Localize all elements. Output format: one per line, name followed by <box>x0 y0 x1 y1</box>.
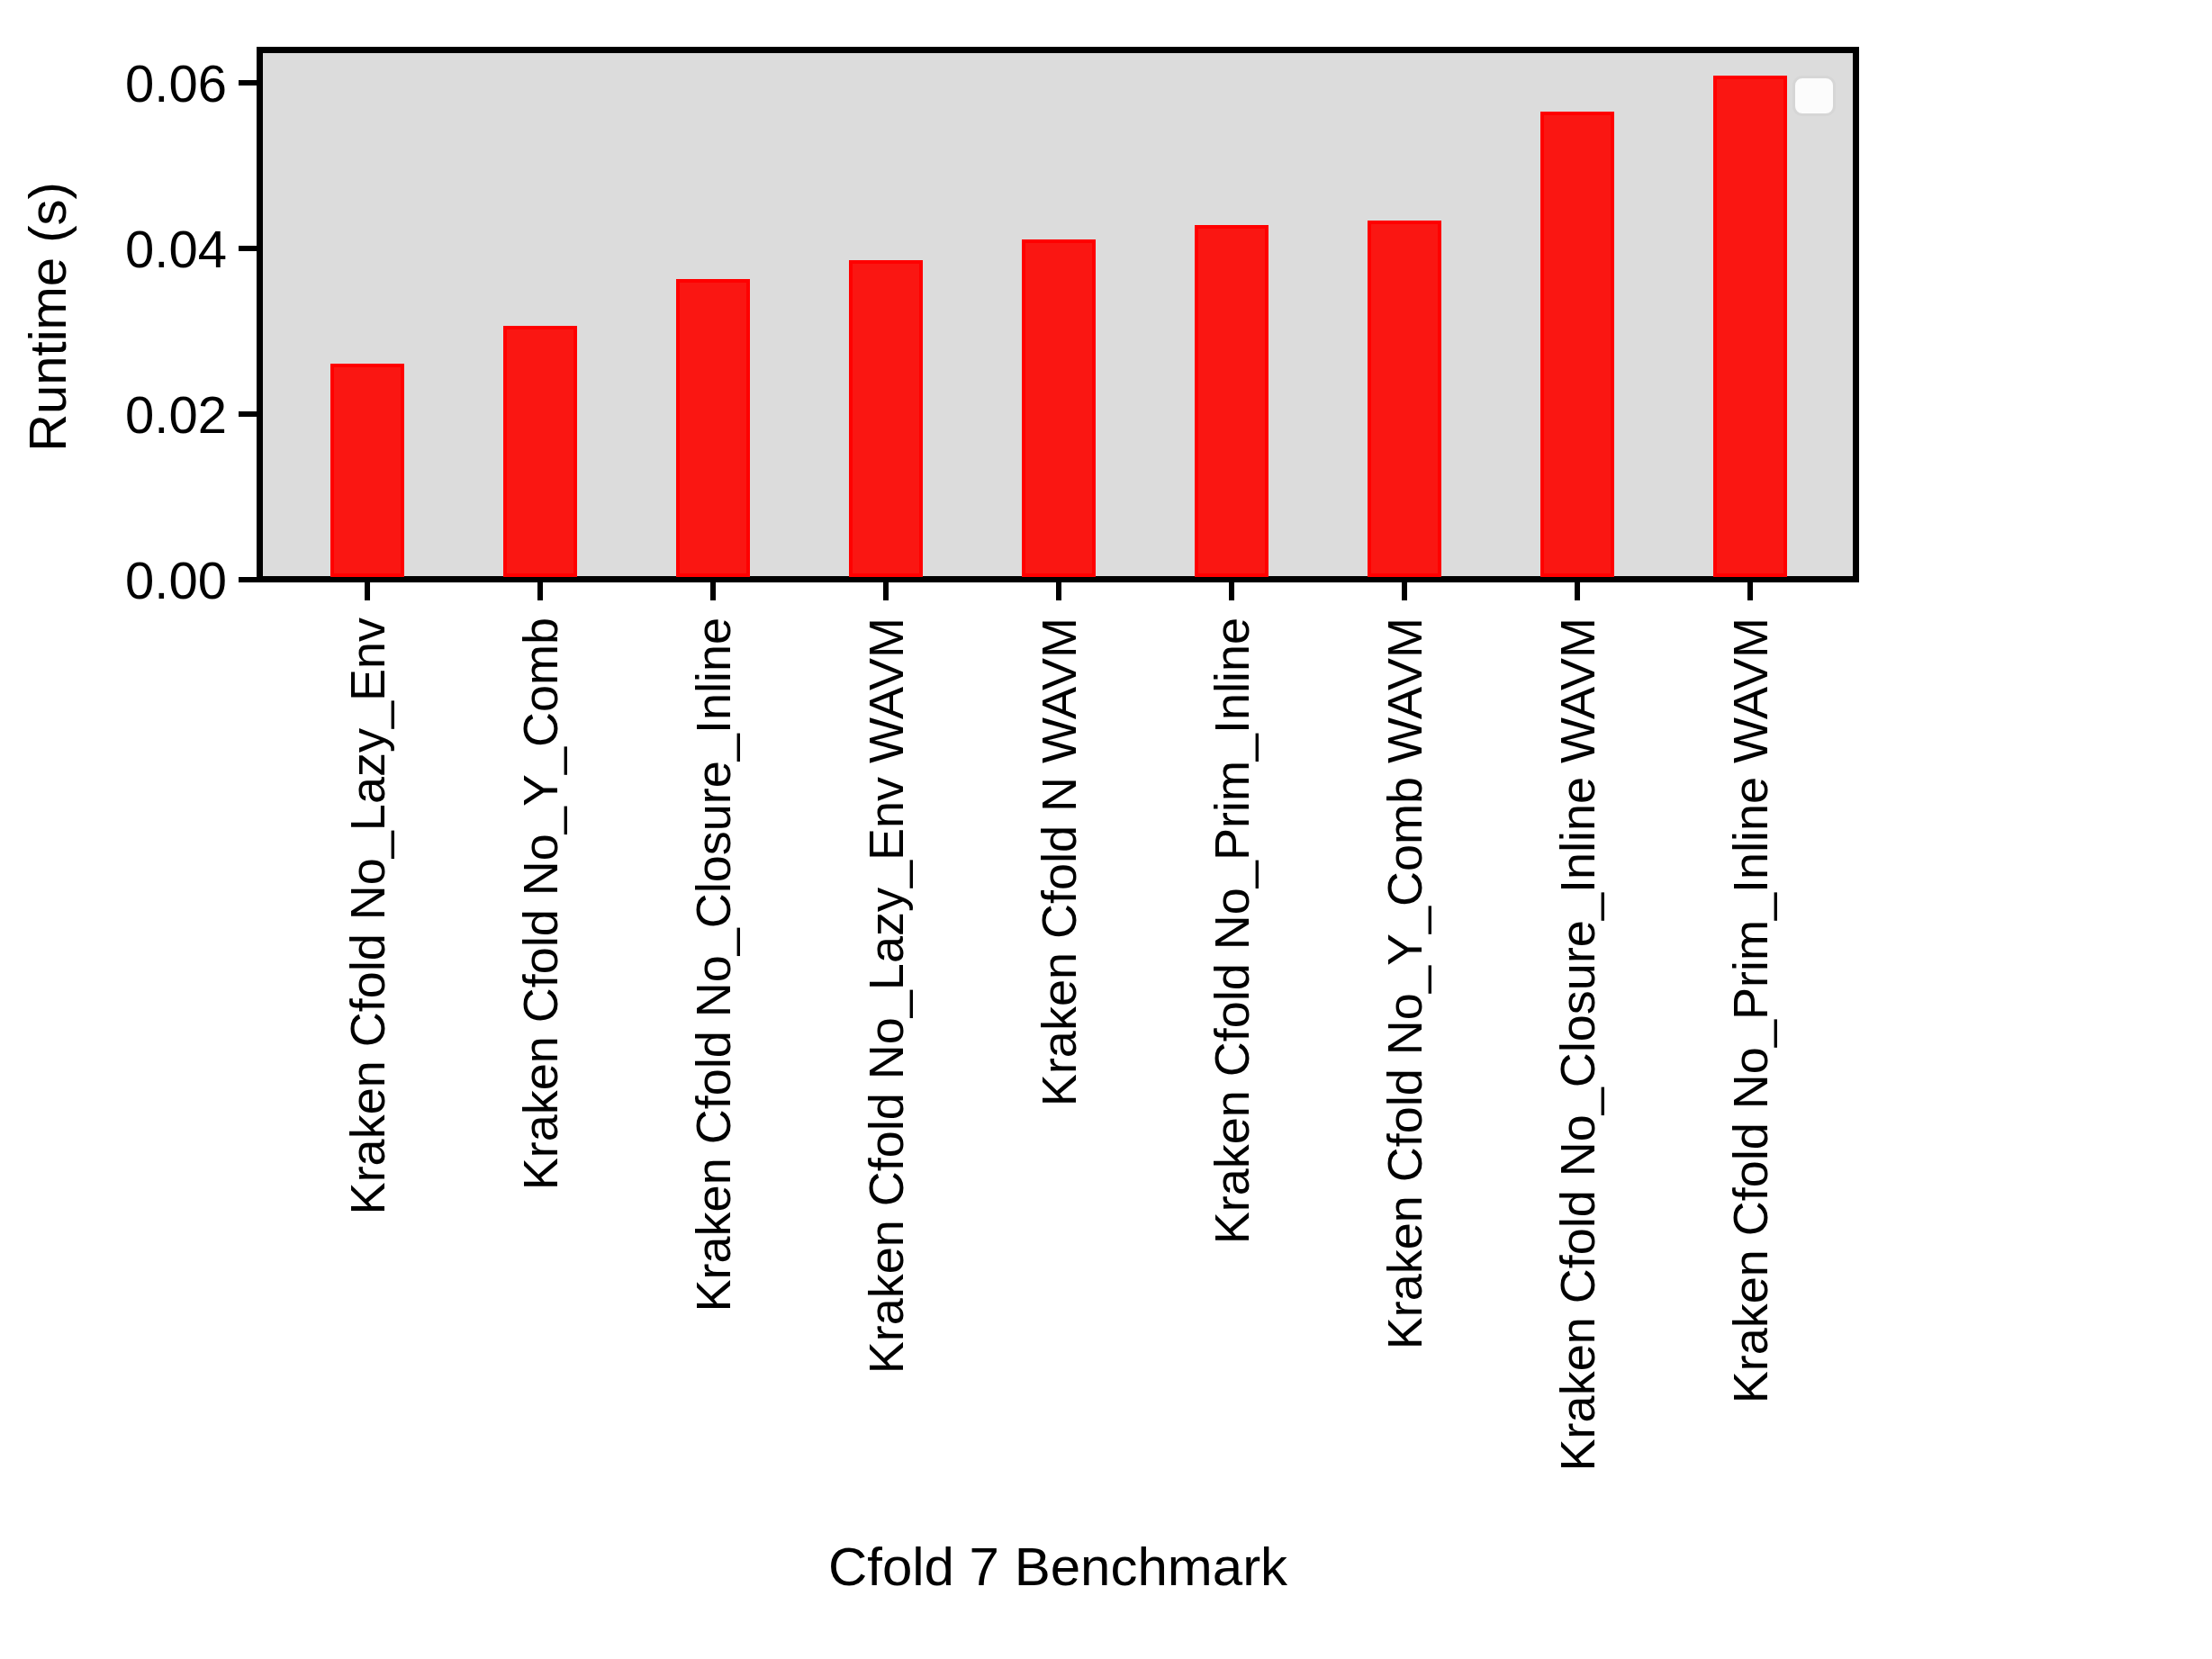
x-axis-label: Cfold 7 Benchmark <box>828 1536 1287 1598</box>
figure: 0.000.020.040.06Kraken Cfold No_Lazy_Env… <box>0 0 2212 1659</box>
x-tick-label: Kraken Cfold No_Y_Comb WAVM <box>1377 618 1432 1349</box>
bar <box>1195 225 1269 577</box>
x-tick-label: Kraken Cfold No_Prim_Inline <box>1204 618 1259 1244</box>
bar <box>1022 239 1096 577</box>
bar <box>1368 221 1441 577</box>
y-tick-mark <box>239 246 257 251</box>
bar <box>849 260 923 577</box>
x-tick-mark <box>1747 582 1753 600</box>
x-tick-mark <box>883 582 889 600</box>
x-tick-label: Kraken Cfold No_Prim_Inline WAVM <box>1722 618 1778 1403</box>
x-tick-mark <box>710 582 716 600</box>
y-tick-mark <box>239 411 257 417</box>
x-tick-label: Kraken Cfold No_Y_Comb <box>512 618 568 1190</box>
bar <box>1713 76 1787 577</box>
x-tick-label: Kraken Cfold No_Lazy_Env <box>339 618 395 1214</box>
y-tick-mark <box>239 80 257 86</box>
x-tick-mark <box>1402 582 1407 600</box>
x-tick-label: Kraken Cfold No_Lazy_Env WAVM <box>858 618 914 1374</box>
x-tick-label: Kraken Cfold No_Closure_Inline WAVM <box>1549 618 1605 1471</box>
bar <box>1540 112 1614 577</box>
x-tick-mark <box>1575 582 1580 600</box>
x-tick-label: Kraken Cfold N WAVM <box>1031 618 1087 1106</box>
x-tick-mark <box>1056 582 1061 600</box>
x-tick-mark <box>1229 582 1234 600</box>
y-tick-mark <box>239 577 257 582</box>
bar <box>330 364 404 577</box>
x-tick-mark <box>365 582 370 600</box>
bar <box>676 279 750 577</box>
legend-box <box>1792 76 1836 116</box>
y-axis-label: Runtime (s) <box>17 182 77 452</box>
x-tick-mark <box>537 582 543 600</box>
x-tick-label: Kraken Cfold No_Closure_Inline <box>685 618 741 1312</box>
y-tick-label: 0.06 <box>0 53 227 113</box>
y-tick-label: 0.00 <box>0 550 227 610</box>
bar <box>503 326 577 577</box>
